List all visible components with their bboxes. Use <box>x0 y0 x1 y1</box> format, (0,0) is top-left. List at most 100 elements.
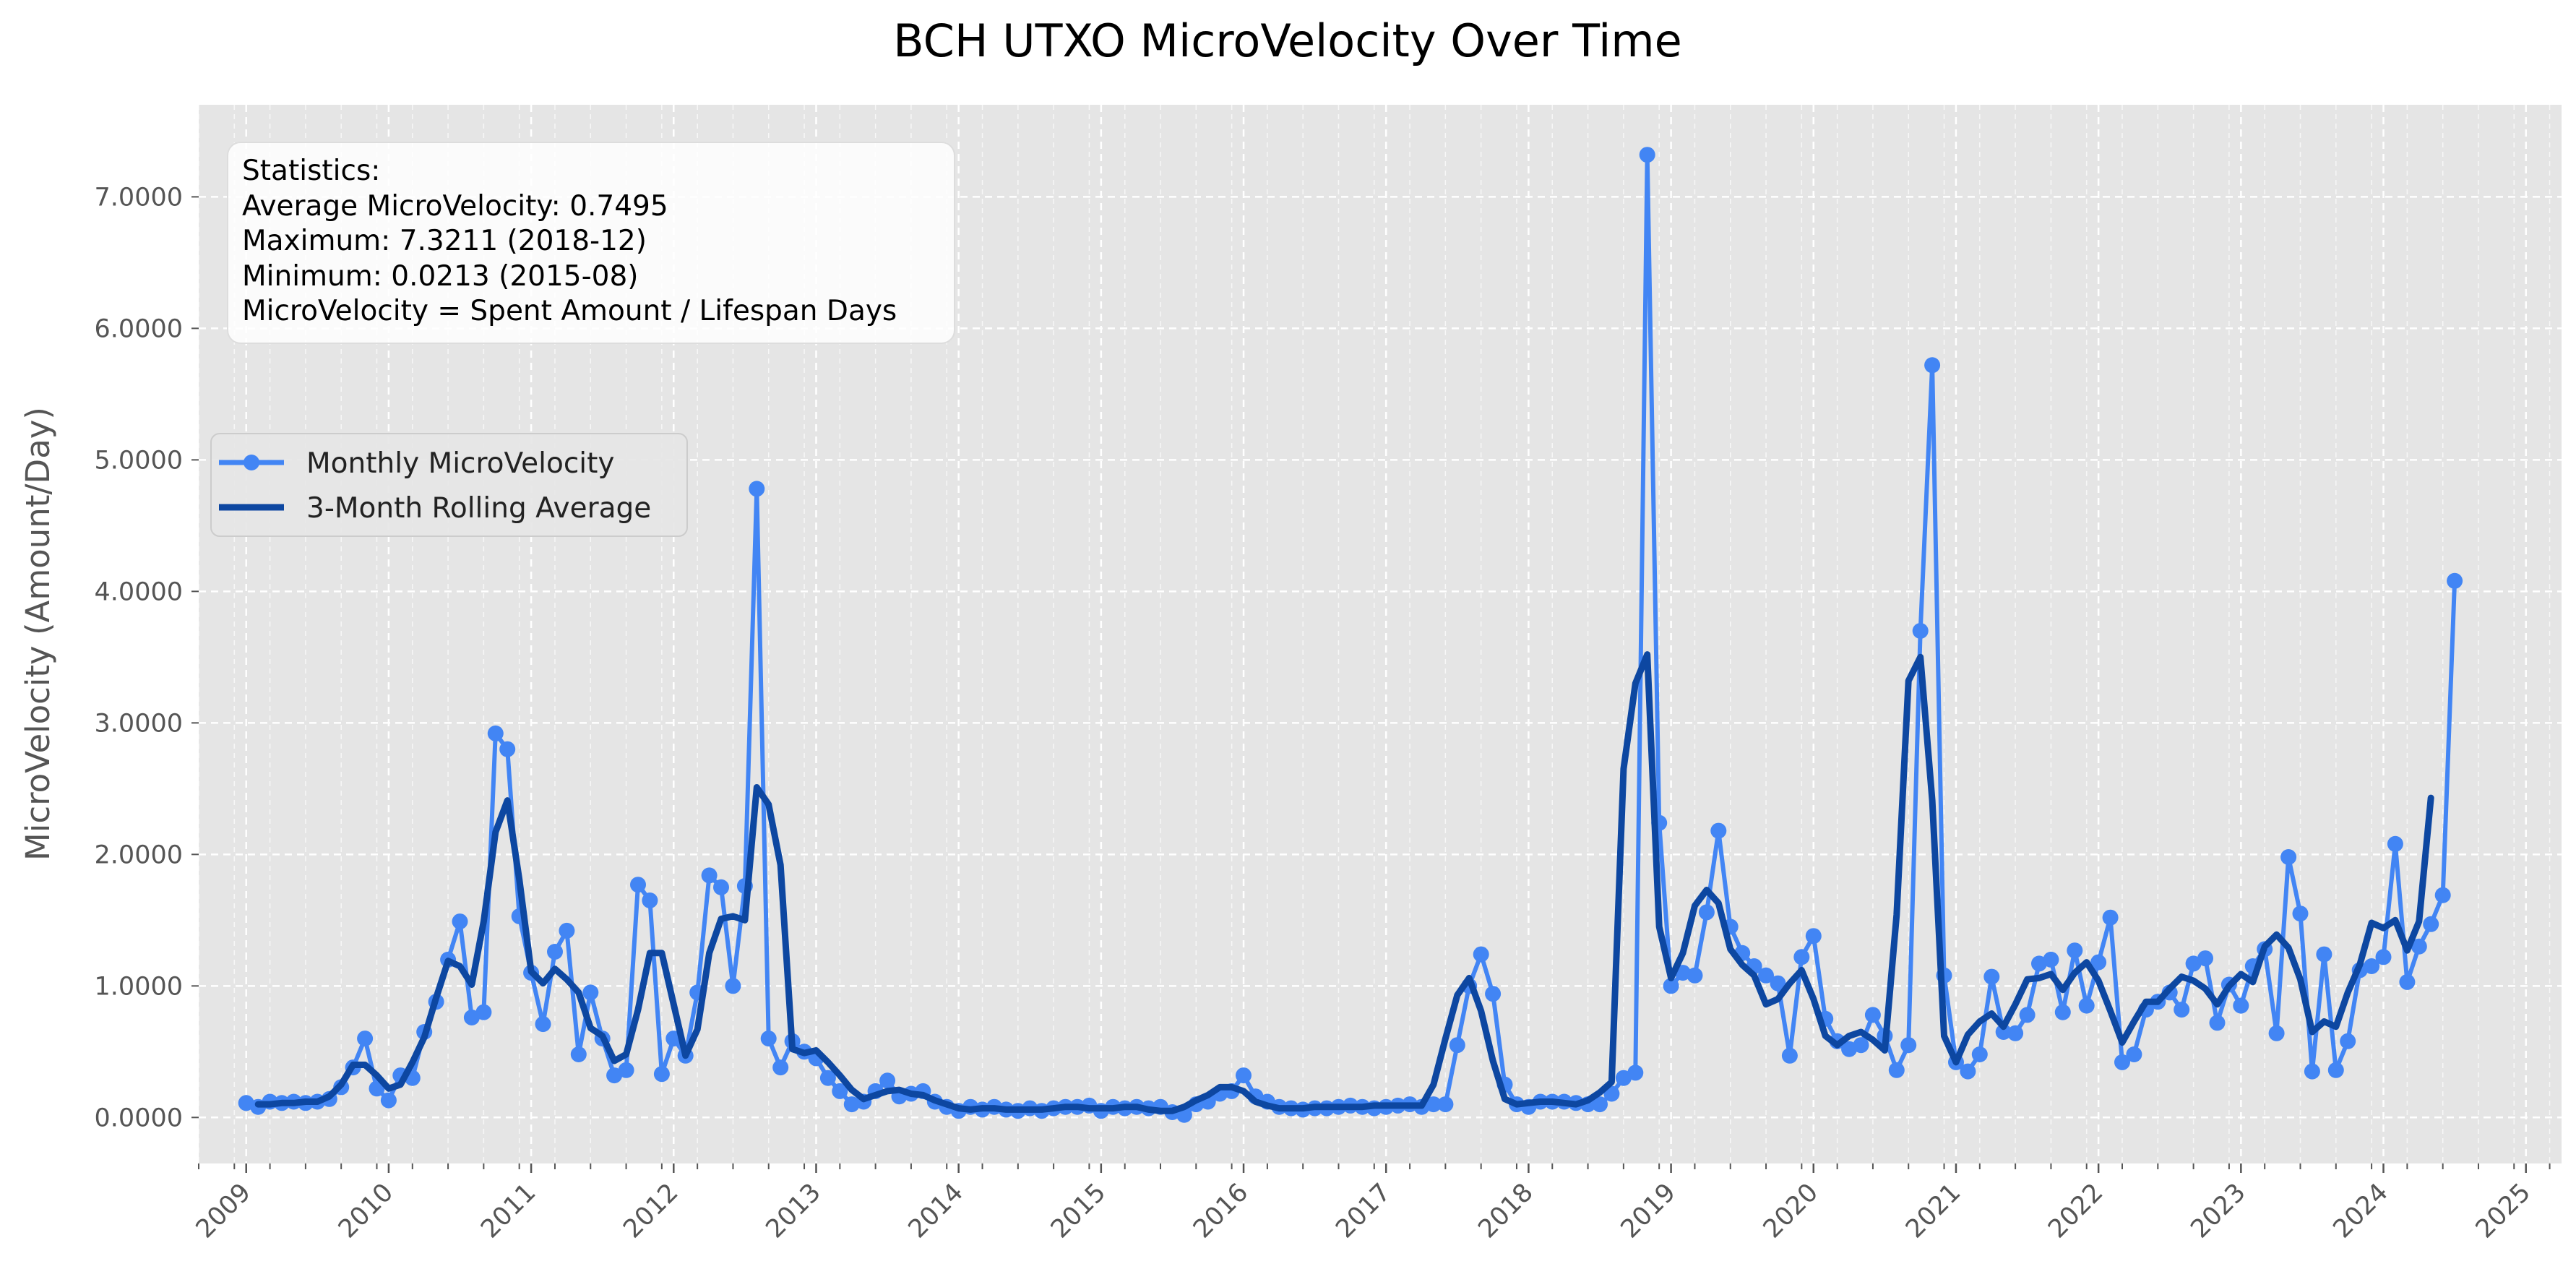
data-point <box>2197 950 2213 967</box>
x-tick-label: 2012 <box>618 1178 684 1244</box>
data-point <box>701 867 718 884</box>
data-point <box>832 1083 848 1099</box>
grid-lines <box>198 105 2562 1163</box>
data-point <box>1995 1024 2012 1040</box>
data-point <box>2174 1002 2190 1018</box>
stats-maximum: Maximum: 7.3211 (2018-12) <box>242 225 647 257</box>
data-point <box>499 741 516 757</box>
stats-average: Average MicroVelocity: 0.7495 <box>242 190 668 223</box>
data-point <box>2209 1015 2226 1031</box>
y-tick-label: 3.0000 <box>95 709 183 738</box>
data-point <box>725 978 741 994</box>
data-point <box>238 1095 254 1111</box>
data-point <box>1236 1067 1252 1084</box>
data-point <box>2316 946 2332 963</box>
data-point <box>630 877 646 893</box>
data-point <box>2292 905 2309 922</box>
stats-minimum: Minimum: 0.0213 (2015-08) <box>242 260 639 293</box>
data-point <box>2090 954 2107 971</box>
data-point <box>1758 967 1774 984</box>
data-point <box>1888 1062 1905 1078</box>
x-tick-label: 2018 <box>1473 1178 1538 1244</box>
data-point <box>1627 1064 1644 1081</box>
data-point <box>1853 1037 1869 1054</box>
data-point <box>2043 951 2059 968</box>
data-point <box>1960 1063 1976 1080</box>
data-point <box>2019 1007 2036 1023</box>
data-point <box>2185 955 2202 972</box>
data-point <box>1971 1046 1988 1062</box>
data-point <box>843 1096 860 1113</box>
data-point <box>357 1031 374 1047</box>
y-tick-label: 1.0000 <box>95 972 183 1001</box>
data-point <box>2304 1063 2320 1080</box>
x-tick-label: 2020 <box>1758 1178 1824 1244</box>
data-point <box>475 1004 492 1020</box>
data-point <box>2078 997 2095 1014</box>
data-point <box>1710 822 1727 839</box>
statistics-box: Statistics: Average MicroVelocity: 0.749… <box>227 142 955 344</box>
data-point <box>2340 1033 2356 1049</box>
data-point <box>1425 1096 1442 1113</box>
data-point <box>2007 1025 2024 1041</box>
data-point <box>380 1092 397 1109</box>
data-point <box>1687 967 1703 984</box>
chart-title: BCH UTXO MicroVelocity Over Time <box>893 14 1682 67</box>
data-point <box>772 1059 789 1076</box>
data-point <box>2268 1025 2285 1041</box>
data-point <box>819 1070 836 1086</box>
x-tick-label: 2017 <box>1330 1178 1396 1244</box>
x-tick-label: 2014 <box>903 1178 969 1244</box>
data-point <box>1924 357 1941 374</box>
legend-label-rolling: 3-Month Rolling Average <box>306 492 651 525</box>
data-point <box>452 913 468 930</box>
data-point <box>1983 968 2000 985</box>
data-point <box>2434 887 2451 903</box>
data-point <box>1615 1070 1632 1086</box>
data-point <box>879 1072 896 1089</box>
y-axis-label: MicroVelocity (Amount/Day) <box>19 407 57 861</box>
data-point <box>2447 572 2463 589</box>
data-point <box>2399 973 2416 990</box>
x-axis: 2009 2010 2011 2012 2013 2014 2015 2016 2017 2018… <box>191 1163 2551 1244</box>
data-point <box>2233 997 2249 1014</box>
data-point <box>2102 909 2119 926</box>
data-point <box>1900 1037 1917 1054</box>
data-point <box>2364 958 2380 974</box>
data-point <box>535 1016 551 1033</box>
data-point <box>2327 1062 2344 1078</box>
data-point <box>749 481 765 497</box>
data-point <box>2423 916 2439 932</box>
data-point <box>1805 928 1822 945</box>
data-point <box>1663 978 1679 994</box>
series-layer <box>238 147 2463 1123</box>
data-point <box>1793 949 1810 965</box>
data-point <box>559 922 575 939</box>
y-tick-label: 2.0000 <box>95 840 183 869</box>
data-point <box>2126 1046 2142 1062</box>
data-point <box>760 1031 777 1047</box>
data-point <box>2054 1004 2071 1020</box>
x-tick-label: 2010 <box>333 1178 399 1244</box>
data-point <box>1698 904 1715 921</box>
stats-formula: MicroVelocity = Spent Amount / Lifespan … <box>242 295 897 327</box>
data-point <box>547 944 563 960</box>
data-point <box>606 1067 623 1084</box>
data-point <box>463 1010 480 1025</box>
data-point <box>1781 1047 1798 1064</box>
x-tick-label: 2015 <box>1046 1178 1111 1244</box>
stats-heading: Statistics: <box>242 155 380 187</box>
x-tick-label: 2009 <box>191 1178 257 1244</box>
x-tick-label: 2024 <box>2328 1178 2394 1244</box>
x-tick-label: 2013 <box>761 1178 827 1244</box>
x-tick-label: 2022 <box>2043 1178 2108 1244</box>
x-tick-label: 2023 <box>2185 1178 2251 1244</box>
data-point <box>2387 835 2403 852</box>
legend: Monthly MicroVelocity 3-Month Rolling Av… <box>210 433 688 537</box>
x-tick-label: 2025 <box>2471 1178 2536 1244</box>
x-tick-label: 2016 <box>1188 1178 1254 1244</box>
y-tick-label: 0.0000 <box>95 1104 183 1132</box>
data-point <box>1912 623 1929 639</box>
data-point <box>1592 1096 1608 1113</box>
y-tick-label: 5.0000 <box>95 446 183 475</box>
